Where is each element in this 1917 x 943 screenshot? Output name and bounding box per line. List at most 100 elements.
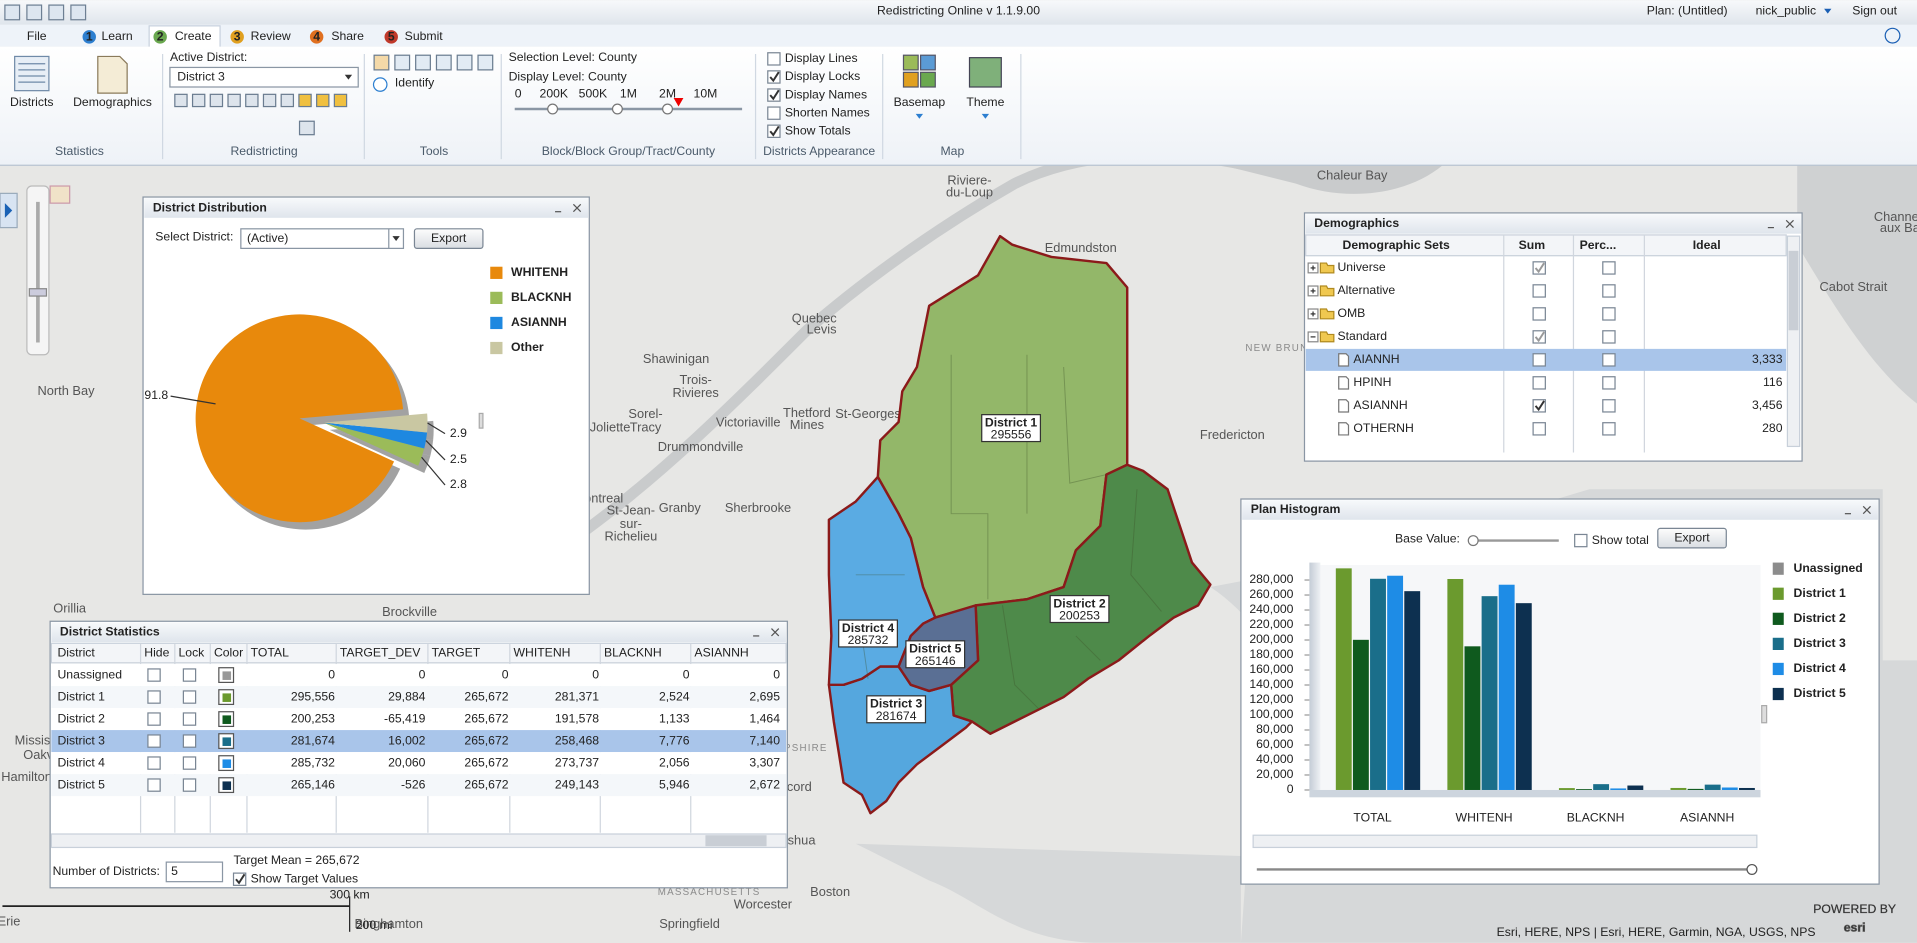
bar[interactable] [1515, 603, 1532, 790]
pie-slice[interactable] [195, 314, 404, 523]
column-header[interactable]: BLACKNH [604, 645, 662, 659]
checkbox-label[interactable]: Show total [1592, 533, 1649, 547]
checkbox[interactable] [147, 712, 161, 726]
bar[interactable] [1404, 591, 1421, 790]
checkbox[interactable] [1602, 307, 1616, 321]
checkbox[interactable] [1602, 261, 1616, 275]
tool-icon[interactable] [298, 93, 312, 108]
checkbox[interactable] [1602, 399, 1616, 413]
nav-tool[interactable] [477, 54, 494, 71]
tool-icon[interactable] [262, 93, 277, 108]
tool-icon[interactable] [280, 93, 295, 108]
basemap-icon[interactable] [919, 71, 936, 88]
bar[interactable] [1576, 789, 1592, 790]
h-scrollbar[interactable] [1252, 834, 1758, 849]
tool-icon[interactable] [209, 93, 224, 108]
checkbox[interactable] [1602, 284, 1616, 298]
column-header[interactable]: District [57, 645, 95, 659]
tree-item[interactable]: OMB [1337, 306, 1365, 320]
close-button[interactable] [1785, 219, 1794, 229]
checkbox[interactable] [147, 690, 161, 704]
checkbox[interactable] [1602, 353, 1616, 367]
bar[interactable] [1481, 596, 1498, 790]
identify-button[interactable]: Identify [395, 76, 435, 90]
level-slider-knob[interactable] [662, 103, 674, 115]
tool-icon[interactable] [245, 93, 259, 108]
districts-icon[interactable] [14, 55, 50, 92]
close-button[interactable] [1862, 505, 1871, 515]
legend-scroll[interactable] [1761, 705, 1768, 724]
nav-tool[interactable] [435, 54, 452, 71]
scroll-thumb[interactable] [1788, 250, 1799, 331]
tab[interactable]: Learn [101, 29, 132, 43]
bar[interactable] [1721, 787, 1738, 790]
quick-icon[interactable] [4, 4, 21, 21]
bar[interactable] [1610, 788, 1627, 790]
number-input[interactable] [165, 861, 224, 883]
ribbon-button-label[interactable]: Districts [10, 95, 53, 109]
help-icon[interactable] [1884, 27, 1901, 44]
level-slider-knob[interactable] [611, 103, 623, 115]
checkbox[interactable] [767, 106, 781, 120]
close-button[interactable] [771, 628, 780, 637]
appearance-option[interactable]: Show Totals [785, 123, 851, 137]
sign-out-link[interactable]: Sign out [1852, 3, 1897, 17]
column-header[interactable]: Perc... [1580, 238, 1617, 252]
checkbox[interactable] [182, 668, 197, 682]
column-header[interactable]: ASIANNH [694, 645, 748, 659]
tool-icon[interactable] [227, 93, 241, 108]
checkbox[interactable] [182, 712, 197, 726]
checkbox[interactable] [1602, 330, 1616, 344]
bar[interactable] [1464, 646, 1481, 790]
bar[interactable] [1704, 784, 1721, 790]
quick-icon[interactable] [26, 4, 43, 21]
column-header[interactable]: TOTAL [251, 645, 289, 659]
bar[interactable] [1335, 568, 1352, 790]
bar[interactable] [1593, 784, 1610, 790]
ribbon-button-label[interactable]: Demographics [73, 95, 152, 109]
close-button[interactable] [572, 203, 582, 213]
appearance-option[interactable]: Display Names [785, 87, 867, 101]
appearance-option[interactable]: Display Lines [785, 51, 858, 65]
nav-tool[interactable] [394, 54, 411, 71]
tool-icon[interactable] [191, 93, 206, 108]
bar[interactable] [1498, 584, 1515, 790]
table-row[interactable] [51, 686, 787, 709]
pan-tool[interactable] [49, 185, 71, 204]
checkbox[interactable] [147, 668, 161, 682]
tool-icon[interactable] [333, 93, 348, 108]
bar[interactable] [1447, 578, 1464, 790]
checkbox[interactable] [1602, 422, 1616, 436]
bar[interactable] [1370, 578, 1386, 790]
h-scrollbar[interactable] [50, 833, 787, 849]
column-header[interactable]: Sum [1519, 238, 1546, 252]
checkbox[interactable] [182, 756, 197, 770]
column-header[interactable]: Demographic Sets [1343, 238, 1450, 252]
pie-slice[interactable] [323, 413, 428, 433]
nav-tool[interactable] [415, 54, 431, 71]
checkbox[interactable] [147, 756, 161, 770]
button-label[interactable]: Export [431, 231, 467, 245]
ribbon-button-label[interactable]: Basemap [894, 95, 946, 109]
tree-item[interactable]: Universe [1337, 260, 1385, 274]
column-header[interactable]: Hide [144, 645, 169, 659]
bar[interactable] [1627, 785, 1644, 790]
table-row[interactable] [51, 708, 787, 731]
tree-item[interactable]: Standard [1337, 329, 1387, 343]
tab[interactable]: Submit [405, 29, 444, 43]
bar[interactable] [1352, 639, 1369, 790]
tab[interactable]: Review [251, 29, 291, 43]
scroll-thumb[interactable] [705, 835, 767, 847]
checkbox[interactable] [1602, 376, 1616, 390]
district-select[interactable] [169, 66, 359, 88]
checkbox[interactable] [182, 690, 197, 704]
table-row[interactable] [51, 774, 787, 797]
column-header[interactable]: Lock [178, 645, 205, 659]
checkbox[interactable] [767, 52, 781, 66]
tree-item[interactable]: Alternative [1337, 283, 1395, 297]
button[interactable] [1657, 527, 1727, 549]
basemap-icon[interactable] [902, 71, 919, 88]
checkbox[interactable] [1532, 376, 1546, 390]
bar[interactable] [1687, 788, 1704, 790]
checkbox[interactable] [1532, 422, 1546, 436]
